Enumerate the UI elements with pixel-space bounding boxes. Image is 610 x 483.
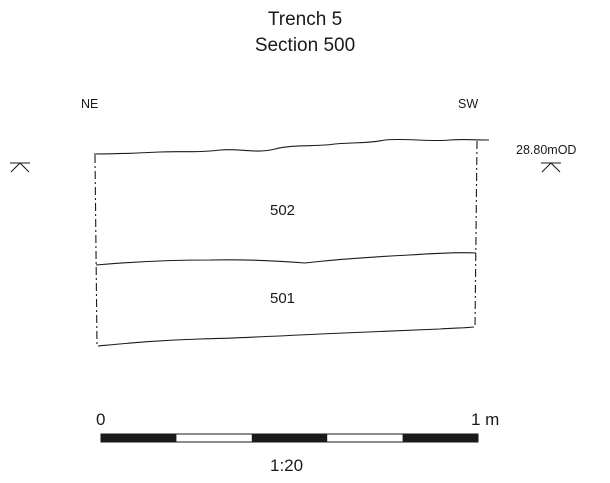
scale-bar-segment <box>101 434 177 442</box>
datum-level-symbol-right <box>541 162 561 173</box>
scale-ratio-label: 1:20 <box>270 456 304 475</box>
section-title-line1: Trench 5 <box>267 9 343 30</box>
orientation-label-sw: SW <box>458 97 479 111</box>
orientation-label-ne: NE <box>81 97 99 111</box>
scale-bar <box>100 433 479 443</box>
section-edge-ne <box>94 154 98 347</box>
layer-label-501: 501 <box>270 290 296 307</box>
scale-bar-start-label: 0 <box>96 410 106 429</box>
section-title-line2: Section 500 <box>254 35 356 56</box>
layer-boundary-502-501 <box>95 252 477 266</box>
layer-label-502: 502 <box>270 202 296 219</box>
datum-level-symbol-left <box>10 162 30 173</box>
scale-bar-segment <box>251 434 328 442</box>
section-base-line <box>97 326 475 347</box>
section-edge-sw <box>474 140 478 329</box>
datum-level-label: 28.80mOD <box>516 143 577 157</box>
ground-surface-line <box>93 138 490 155</box>
scale-bar-segment <box>402 434 478 442</box>
scale-bar-end-label: 1 m <box>471 410 500 429</box>
